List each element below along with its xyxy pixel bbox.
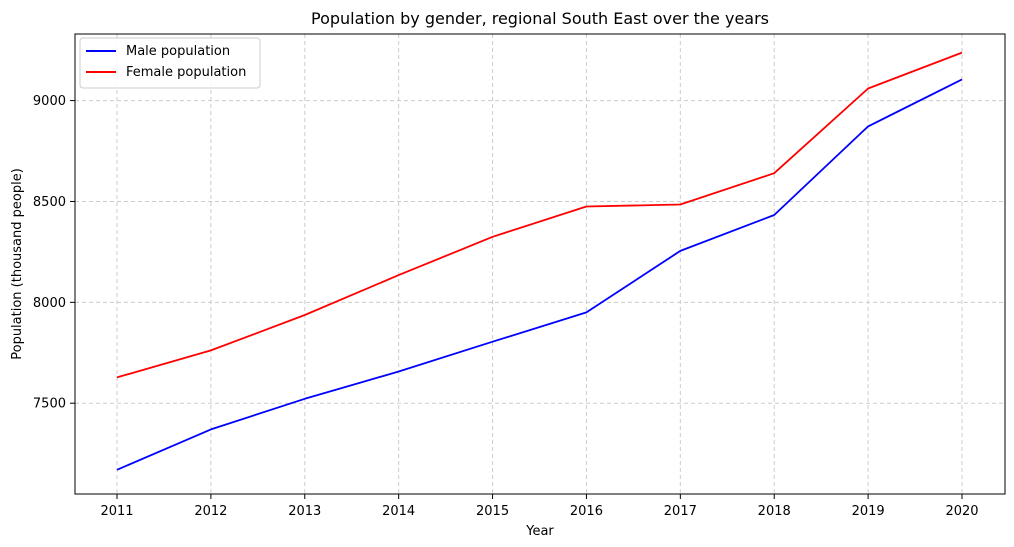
x-tick-label: 2017 [664, 504, 697, 519]
x-axis: 2011 2012 2013 2014 2015 2016 2017 2018 2019 2020 [100, 494, 979, 519]
x-tick-label: 2015 [476, 504, 509, 519]
x-tick-label: 2013 [288, 504, 321, 519]
y-axis-label: Population (thousand people) [10, 168, 25, 360]
legend-female-label: Female population [126, 65, 246, 80]
x-axis-label: Year [525, 524, 554, 539]
y-tick-label: 7500 [33, 397, 66, 412]
grid-layer [75, 34, 1005, 494]
legend-male-label: Male population [126, 44, 230, 59]
legend: Male population Female population [79, 37, 261, 89]
plot-frame [74, 33, 1006, 495]
female-series-line [116, 51, 963, 379]
y-tick-label: 9000 [33, 94, 66, 109]
x-tick-label: 2018 [758, 504, 791, 519]
male-series-line [116, 78, 963, 471]
y-tick-label: 8000 [33, 296, 66, 311]
y-axis: 7500 8000 8500 9000 [33, 94, 75, 412]
x-tick-label: 2020 [945, 504, 978, 519]
x-tick-label: 2016 [570, 504, 603, 519]
series-layer [116, 51, 963, 471]
x-tick-label: 2014 [382, 504, 415, 519]
legend-box [79, 37, 261, 89]
x-tick-label: 2011 [100, 504, 133, 519]
chart-title: Population by gender, regional South Eas… [311, 9, 769, 28]
x-tick-label: 2019 [852, 504, 885, 519]
y-tick-label: 8500 [33, 195, 66, 210]
x-tick-label: 2012 [194, 504, 227, 519]
